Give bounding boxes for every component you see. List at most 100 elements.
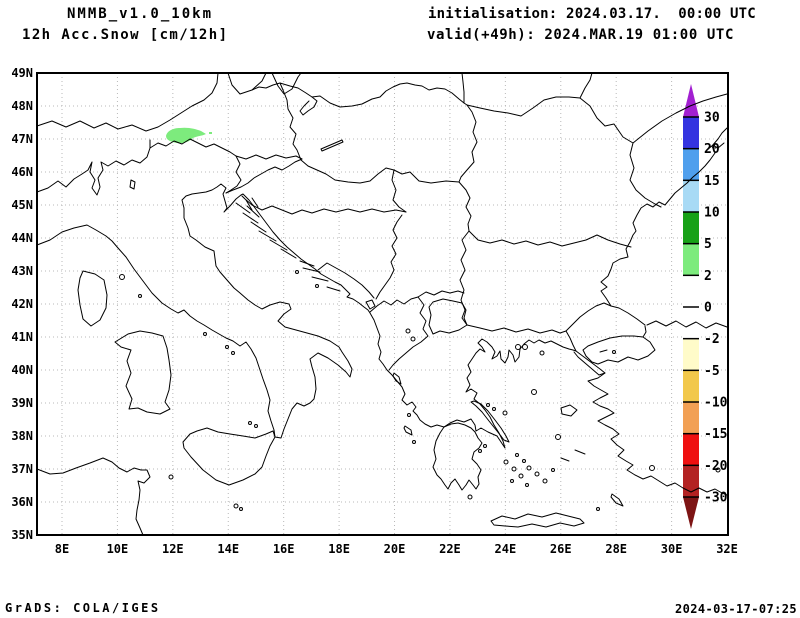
coast-blacksea-west [600, 127, 728, 326]
small-island-dot [412, 440, 416, 444]
colorbar-segment [683, 275, 699, 308]
map-frame [36, 72, 729, 536]
lat-tick-label: 38N [11, 429, 33, 443]
lat-tick-label: 37N [11, 462, 33, 476]
coast-italy-adriatic-greece [36, 183, 577, 449]
small-island-dot [502, 410, 508, 416]
small-island-dot [511, 466, 517, 472]
small-island-dot [596, 507, 600, 511]
colorbar-segment [683, 212, 699, 244]
graticule-gridlines [37, 73, 728, 535]
lat-tick-label: 41N [11, 330, 33, 344]
border-macedonia [428, 298, 468, 335]
small-island-dot [225, 345, 229, 349]
coast-crete [490, 512, 585, 528]
lon-tick-label: 14E [217, 542, 239, 556]
coast-corfu [392, 372, 402, 385]
small-islands [119, 270, 721, 511]
small-island-dot [203, 332, 207, 336]
coast-lesbos [560, 404, 578, 417]
coastlines [36, 127, 728, 536]
lon-tick-label: 22E [439, 542, 461, 556]
small-island-dot [551, 468, 555, 472]
model-title: NMMB_v1.0_10km [67, 6, 214, 22]
small-island-dot [531, 389, 537, 395]
coast-tunisia [36, 457, 151, 536]
small-island-dot [526, 465, 532, 471]
colorbar-segment [683, 148, 699, 181]
small-island-dot [231, 351, 235, 355]
border-drina [375, 214, 403, 300]
colorbar-tick-label: -2 [704, 332, 720, 347]
border-austria-slovenia [235, 154, 303, 160]
small-island-dot [478, 449, 482, 453]
small-island-dot [405, 328, 411, 334]
border-swiss-italy [36, 139, 151, 196]
border-italy-slovenia [225, 155, 242, 194]
lon-tick-label: 18E [328, 542, 350, 556]
lon-tick-label: 20E [384, 542, 406, 556]
small-island-dot [486, 403, 490, 407]
lake-balaton [320, 139, 344, 152]
small-island-dot [555, 434, 561, 440]
small-island-dot [168, 474, 174, 480]
small-island-dot [239, 507, 243, 511]
colorbar-tick-label: 30 [704, 111, 720, 126]
lake-garda [129, 179, 136, 190]
small-island-dot [518, 473, 524, 479]
border-austria-link [251, 82, 281, 91]
small-island-dot [542, 478, 548, 484]
small-island-dot [315, 284, 319, 288]
colorbar-arrow-top [683, 84, 699, 117]
small-island-dot [515, 344, 521, 350]
border-croatia-serbia [391, 169, 407, 213]
small-island-dot [492, 407, 496, 411]
lat-tick-label: 36N [11, 495, 33, 509]
colorbar-tick-label: 5 [704, 237, 712, 252]
colorbar-tick-label: -15 [704, 427, 727, 442]
colorbar-tick-label: -10 [704, 396, 728, 411]
island-samos [574, 449, 586, 455]
coast-corsica [77, 270, 108, 327]
small-island-dot [503, 459, 509, 465]
colorbar-segment [683, 433, 699, 466]
small-island-dot [254, 424, 258, 428]
colorbar-tick-label: 15 [704, 174, 720, 189]
init-time-label: initialisation: 2024.03.17. 00:00 UTC [428, 6, 756, 22]
coast-kefalonia [403, 425, 413, 436]
lat-tick-label: 43N [11, 264, 33, 278]
small-island-dot [612, 350, 616, 354]
lon-tick-label: 16E [273, 542, 295, 556]
colorbar-tick-label: 10 [704, 206, 720, 221]
small-island-dot [522, 459, 526, 463]
small-island-dot [295, 270, 299, 274]
colorbar-scale [683, 84, 699, 529]
small-island-dot [715, 467, 721, 473]
lon-tick-label: 24E [495, 542, 517, 556]
border-danube-south [458, 181, 632, 248]
colorbar-segment [683, 180, 699, 213]
lat-tick-label: 45N [11, 198, 33, 212]
border-north-alps [36, 72, 219, 132]
colorbar-segment [683, 243, 699, 276]
small-island-dot [510, 479, 514, 483]
colorbar-tick-label: 0 [704, 301, 712, 316]
coast-rhodes [610, 493, 624, 507]
border-moldova [579, 72, 593, 99]
lon-tick-label: 12E [162, 542, 184, 556]
croatian-islands [235, 197, 341, 292]
lat-tick-label: 44N [11, 231, 33, 245]
border-austria-italy [149, 138, 237, 157]
small-island-dot [233, 503, 239, 509]
border-slovenia-croatia [225, 158, 303, 194]
lon-tick-label: 32E [716, 542, 738, 556]
border-montenegro [317, 262, 375, 299]
coast-sicily [182, 427, 276, 486]
lon-tick-label: 30E [661, 542, 683, 556]
border-ua-branch [461, 72, 465, 104]
lat-tick-label: 46N [11, 165, 33, 179]
small-island-dot [649, 465, 655, 471]
border-romania-north [466, 96, 662, 208]
